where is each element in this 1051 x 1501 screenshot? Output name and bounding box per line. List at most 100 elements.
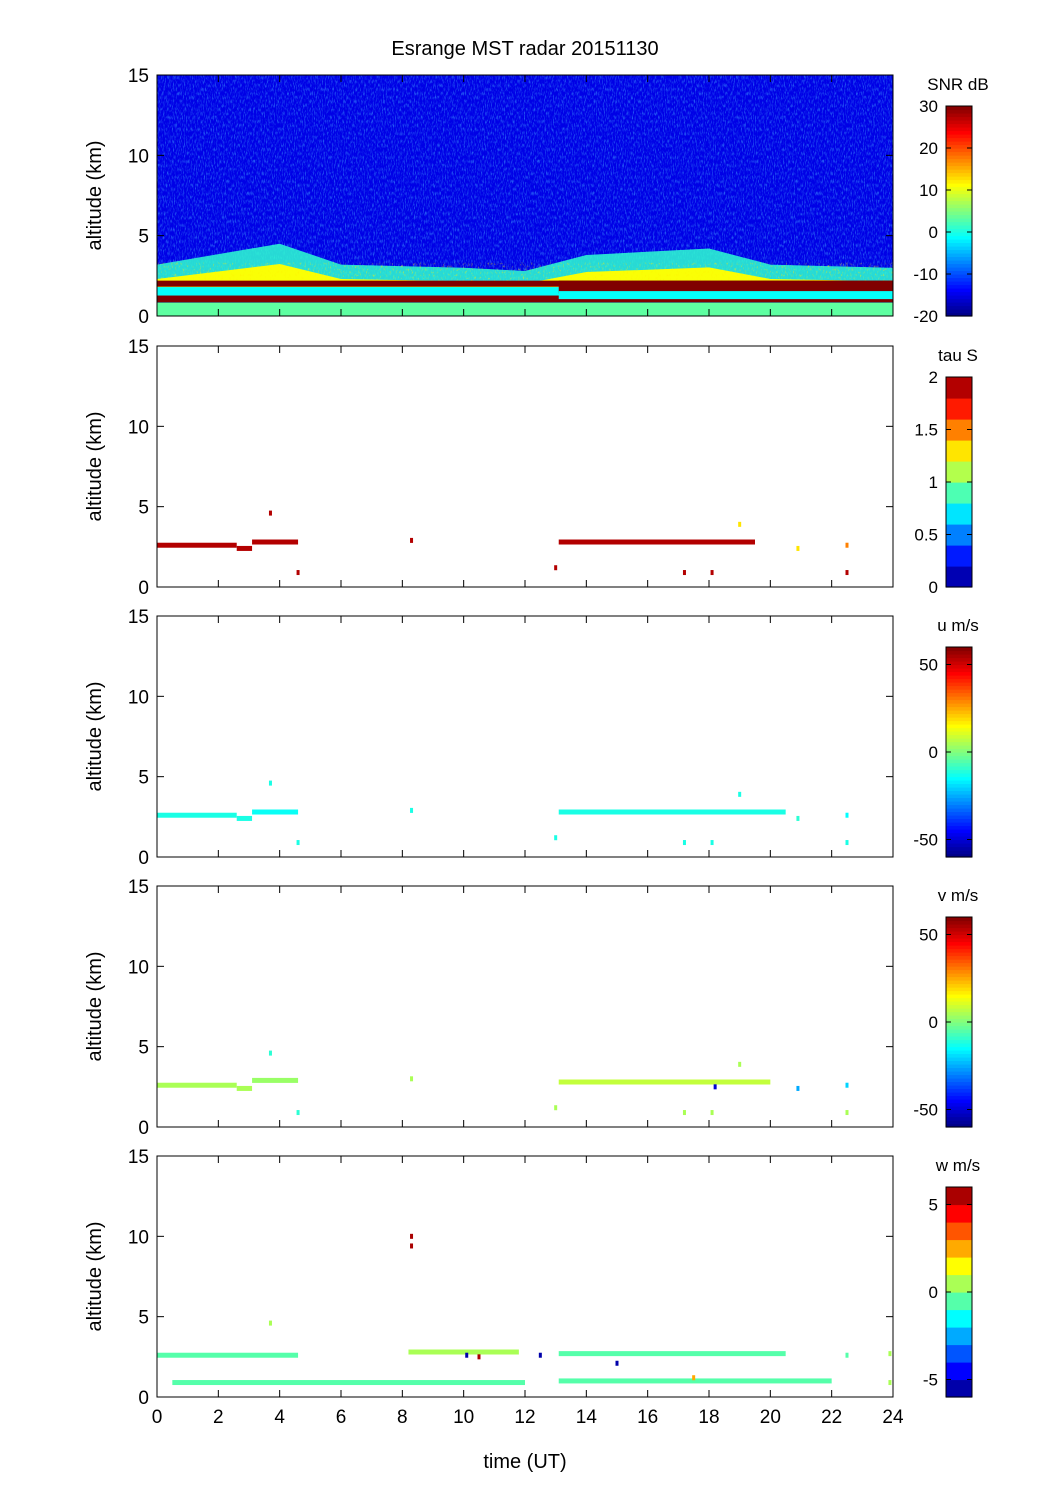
colorbar-step bbox=[946, 811, 972, 816]
colorbar-step bbox=[946, 945, 972, 950]
colorbar-step bbox=[946, 270, 972, 275]
colorbar-tick-label: 2 bbox=[929, 368, 938, 387]
colorbar-step bbox=[946, 703, 972, 708]
colorbar-label: w m/s bbox=[935, 1156, 980, 1175]
panel-u: 0 5 10 15 altitude (km) u m/s 50 0 -50 bbox=[84, 607, 979, 869]
colorbar-tick-label: 1.5 bbox=[914, 421, 938, 440]
y-axis-label: altitude (km) bbox=[84, 140, 106, 250]
colorbar-step bbox=[946, 1204, 972, 1223]
x-tick-label: 18 bbox=[698, 1407, 719, 1428]
colorbar-step bbox=[946, 1099, 972, 1104]
colorbar-step bbox=[946, 748, 972, 753]
w-point bbox=[477, 1354, 481, 1360]
colorbar-step bbox=[946, 267, 972, 272]
y-axis-label: altitude (km) bbox=[84, 951, 106, 1061]
colorbar-step bbox=[946, 179, 972, 184]
colorbar-step bbox=[946, 1032, 972, 1037]
colorbar-step bbox=[946, 1078, 972, 1083]
y-tick-label: 15 bbox=[128, 66, 149, 87]
x-tick-label: 4 bbox=[274, 1407, 285, 1428]
u-segment bbox=[236, 815, 253, 821]
colorbar-step bbox=[946, 566, 972, 588]
colorbar-step bbox=[946, 158, 972, 163]
colorbar-step bbox=[946, 696, 972, 701]
colorbar-frame bbox=[945, 105, 973, 317]
colorbar-step bbox=[946, 253, 972, 258]
snr-saturated-line-bottom bbox=[157, 295, 893, 303]
colorbar-step bbox=[946, 825, 972, 830]
w-point bbox=[538, 1352, 542, 1358]
colorbar-step bbox=[946, 783, 972, 788]
colorbar-step bbox=[946, 976, 972, 981]
colorbar-step bbox=[946, 312, 972, 317]
colorbar-step bbox=[946, 281, 972, 286]
colorbar-tick-label: 5 bbox=[929, 1196, 938, 1215]
colorbar-step bbox=[946, 941, 972, 946]
colorbar-step bbox=[946, 172, 972, 177]
colorbar-step bbox=[946, 1057, 972, 1062]
u-point bbox=[845, 812, 849, 818]
panel-v: 0 5 10 15 altitude (km) v m/s 50 0 -50 bbox=[84, 877, 978, 1139]
colorbar-step bbox=[946, 1053, 972, 1058]
colorbar-step bbox=[946, 773, 972, 778]
w-point bbox=[410, 1243, 414, 1249]
colorbar-step bbox=[946, 780, 972, 785]
colorbar-step bbox=[946, 1113, 972, 1118]
colorbar-step bbox=[946, 197, 972, 202]
snr-cyan-gap bbox=[558, 291, 893, 300]
y-tick-label: 0 bbox=[138, 1388, 149, 1409]
w-segment bbox=[172, 1380, 526, 1386]
x-tick-label: 22 bbox=[821, 1407, 842, 1428]
colorbar-step bbox=[946, 938, 972, 943]
colorbar-step bbox=[946, 225, 972, 230]
colorbar-step bbox=[946, 931, 972, 936]
colorbar-step bbox=[946, 524, 972, 546]
colorbar-step bbox=[946, 214, 972, 219]
colorbar-step bbox=[946, 256, 972, 261]
y-tick-label: 5 bbox=[138, 1038, 149, 1059]
colorbar-step bbox=[946, 288, 972, 293]
y-tick-label: 10 bbox=[128, 417, 149, 438]
colorbar-tick-label: 0 bbox=[929, 1013, 938, 1032]
v-segment bbox=[157, 1082, 237, 1088]
colorbar-step bbox=[946, 461, 972, 483]
tau-point bbox=[268, 510, 272, 516]
colorbar-step bbox=[946, 671, 972, 676]
colorbar-step bbox=[946, 650, 972, 655]
colorbar-tick-label: -50 bbox=[913, 1101, 938, 1120]
colorbar-step bbox=[946, 1071, 972, 1076]
colorbar-step bbox=[946, 200, 972, 205]
y-tick-label: 5 bbox=[138, 227, 149, 248]
colorbar-step bbox=[946, 1187, 972, 1206]
colorbar-step bbox=[946, 1022, 972, 1027]
colorbar-step bbox=[946, 994, 972, 999]
u-point bbox=[554, 835, 558, 841]
colorbar-step bbox=[946, 959, 972, 964]
colorbar-step bbox=[946, 302, 972, 307]
colorbar-step bbox=[946, 720, 972, 725]
x-tick-label: 10 bbox=[453, 1407, 474, 1428]
tau-point bbox=[738, 521, 742, 527]
colorbar-step bbox=[946, 654, 972, 659]
colorbar-label: v m/s bbox=[938, 886, 979, 905]
colorbar-step bbox=[946, 731, 972, 736]
colorbar-step bbox=[946, 1029, 972, 1034]
colorbar-step bbox=[946, 1095, 972, 1100]
colorbar-step bbox=[946, 232, 972, 237]
snr-boundary-texture bbox=[157, 262, 893, 284]
colorbar-step bbox=[946, 148, 972, 153]
tau-point bbox=[682, 570, 686, 576]
tau-point bbox=[845, 570, 849, 576]
colorbar-step bbox=[946, 165, 972, 170]
colorbar-step bbox=[946, 274, 972, 279]
colorbar-step bbox=[946, 144, 972, 149]
y-tick-label: 10 bbox=[128, 146, 149, 167]
v-segment bbox=[236, 1085, 253, 1091]
colorbar-step bbox=[946, 776, 972, 781]
colorbar-step bbox=[946, 955, 972, 960]
colorbar-step bbox=[946, 685, 972, 690]
v-point bbox=[410, 1076, 414, 1082]
colorbar-step bbox=[946, 1081, 972, 1086]
u-point bbox=[845, 840, 849, 846]
colorbar-step bbox=[946, 1008, 972, 1013]
